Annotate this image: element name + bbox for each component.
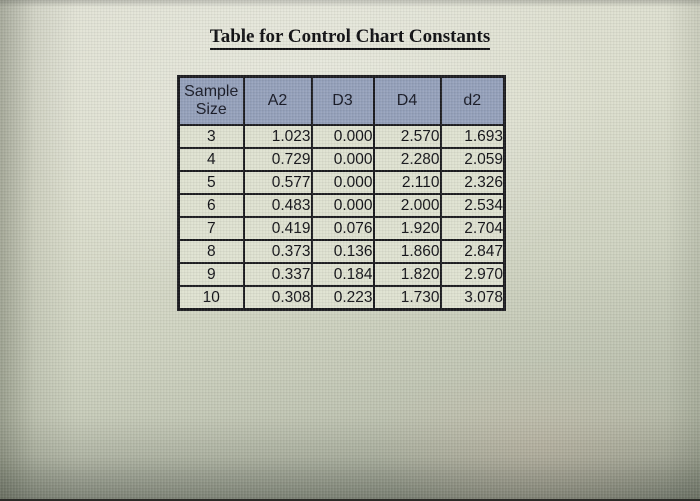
screen-bottom-edge	[0, 499, 700, 501]
cell-sample-size: 8	[177, 239, 245, 264]
cell-sample-size: 4	[177, 147, 245, 172]
cell-d3: 0.136	[310, 239, 375, 264]
cell-d3: 0.000	[310, 193, 375, 218]
cell-a2: 0.373	[242, 239, 313, 264]
cell-d3: 0.076	[310, 216, 375, 241]
table-row: 10 0.308 0.223 1.730 3.078	[177, 285, 506, 311]
cell-a2: 0.308	[242, 285, 313, 311]
page-title: Table for Control Chart Constants	[0, 26, 700, 50]
cell-d2: 2.059	[439, 147, 506, 172]
cell-d4: 2.570	[372, 124, 442, 149]
column-header-d4: D4	[372, 75, 442, 126]
header-row: Sample Size A2 D3 D4 d2	[177, 75, 506, 126]
table-row: 7 0.419 0.076 1.920 2.704	[177, 216, 506, 241]
cell-d3: 0.000	[310, 170, 375, 195]
cell-d3: 0.000	[310, 147, 375, 172]
cell-d4: 1.730	[372, 285, 442, 311]
cell-sample-size: 6	[177, 193, 245, 218]
cell-d3: 0.000	[310, 124, 375, 149]
cell-a2: 0.729	[242, 147, 313, 172]
table-row: 5 0.577 0.000 2.110 2.326	[177, 170, 506, 195]
cell-d2: 2.847	[439, 239, 506, 264]
cell-sample-size: 5	[177, 170, 245, 195]
page-title-text: Table for Control Chart Constants	[209, 26, 491, 50]
table-row: 3 1.023 0.000 2.570 1.693	[177, 124, 506, 149]
cell-d2: 2.534	[439, 193, 506, 218]
cell-sample-size: 10	[177, 285, 245, 311]
cell-d3: 0.223	[310, 285, 375, 311]
cell-d4: 2.280	[372, 147, 442, 172]
cell-d2: 2.970	[439, 262, 506, 287]
column-header-d2: d2	[439, 75, 506, 126]
table-row: 8 0.373 0.136 1.860 2.847	[177, 239, 506, 264]
cell-d4: 2.110	[372, 170, 442, 195]
column-header-a2: A2	[242, 75, 313, 126]
cell-d3: 0.184	[310, 262, 375, 287]
control-chart-constants-table: Sample Size A2 D3 D4 d2 3 1.023 0.000 2.…	[177, 75, 506, 311]
cell-a2: 0.337	[242, 262, 313, 287]
cell-d2: 2.704	[439, 216, 506, 241]
cell-d2: 3.078	[439, 285, 506, 311]
cell-a2: 0.483	[242, 193, 313, 218]
column-header-sample-size: Sample Size	[177, 75, 245, 126]
column-header-d3: D3	[310, 75, 375, 126]
cell-d4: 2.000	[372, 193, 442, 218]
cell-d2: 2.326	[439, 170, 506, 195]
cell-d4: 1.820	[372, 262, 442, 287]
cell-sample-size: 9	[177, 262, 245, 287]
table-row: 4 0.729 0.000 2.280 2.059	[177, 147, 506, 172]
cell-d4: 1.920	[372, 216, 442, 241]
table-row: 9 0.337 0.184 1.820 2.970	[177, 262, 506, 287]
cell-d4: 1.860	[372, 239, 442, 264]
table-row: 6 0.483 0.000 2.000 2.534	[177, 193, 506, 218]
cell-a2: 0.577	[242, 170, 313, 195]
cell-a2: 0.419	[242, 216, 313, 241]
cell-sample-size: 3	[177, 124, 245, 149]
cell-a2: 1.023	[242, 124, 313, 149]
cell-d2: 1.693	[439, 124, 506, 149]
cell-sample-size: 7	[177, 216, 245, 241]
